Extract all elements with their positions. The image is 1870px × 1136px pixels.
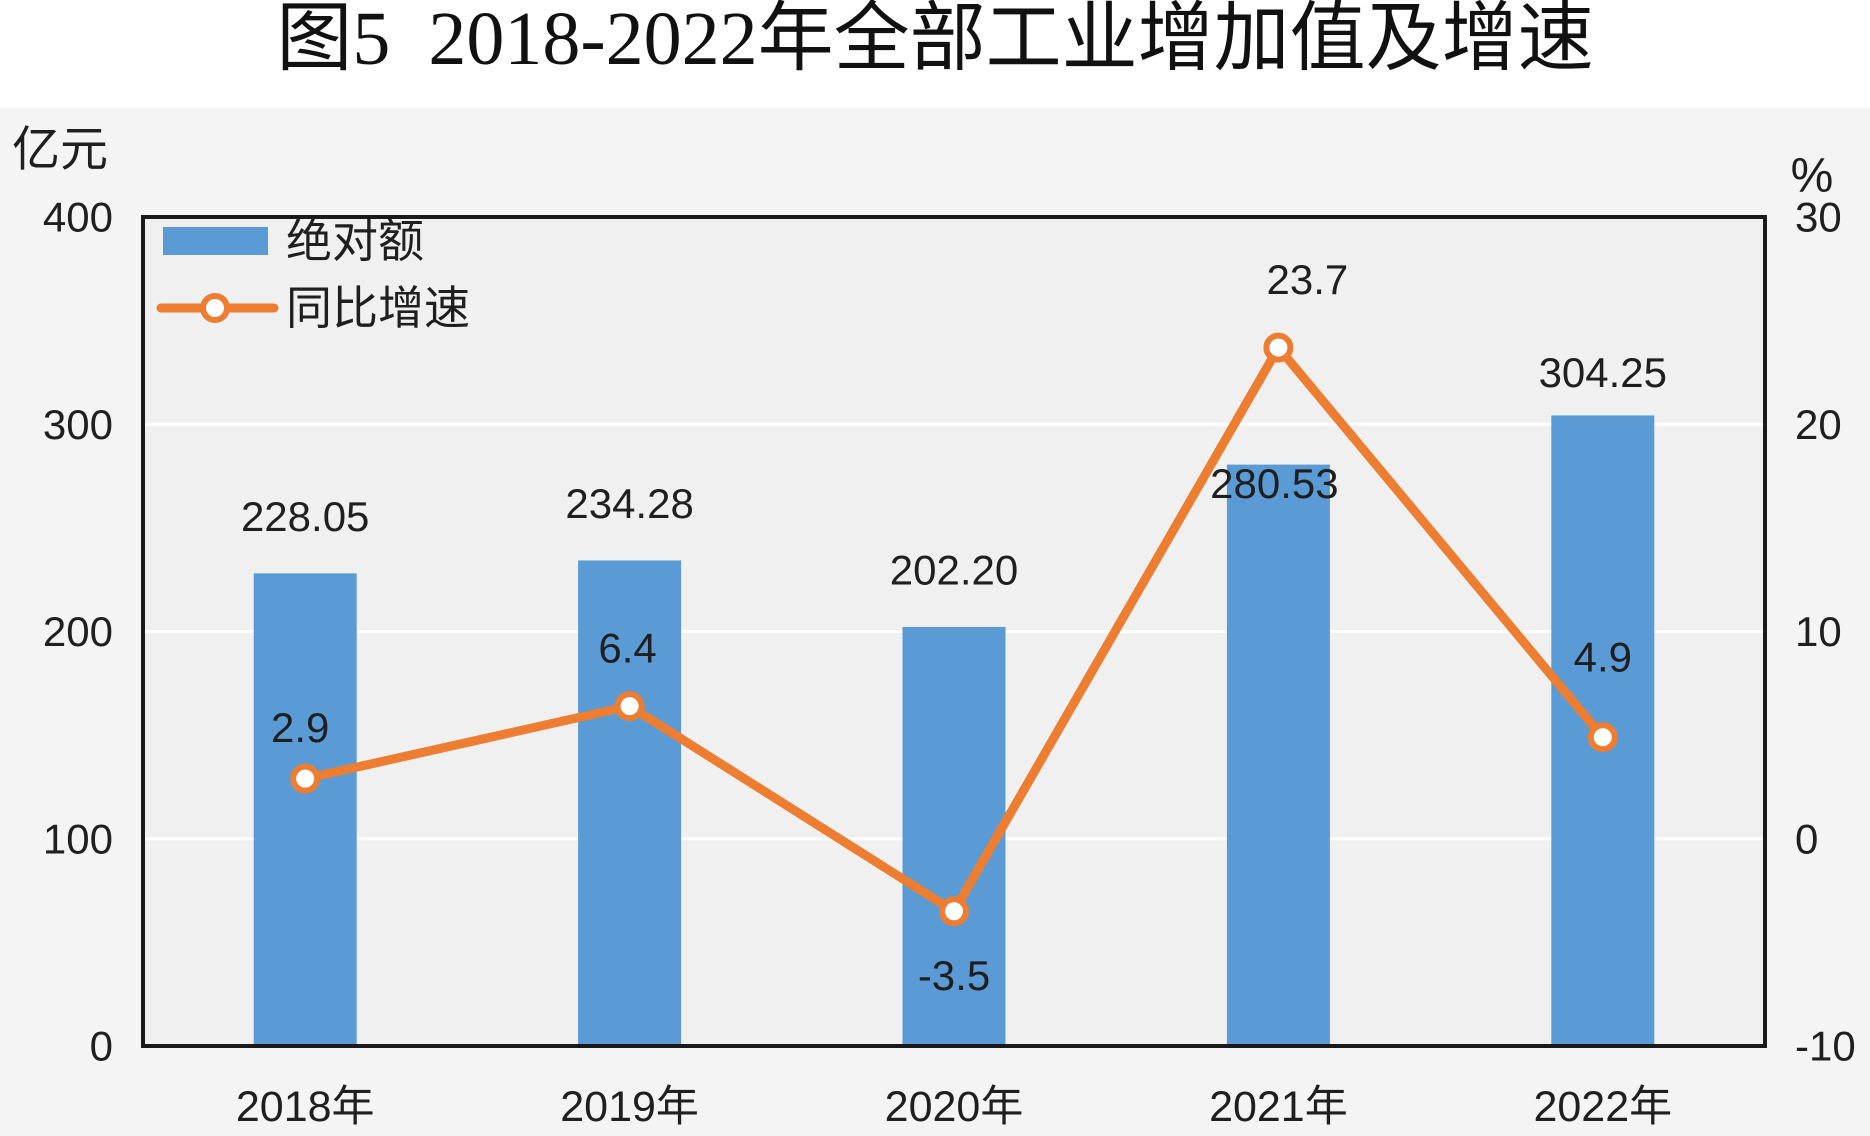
bar — [902, 626, 1006, 1046]
bar-series — [253, 415, 1655, 1046]
x-category-label: 2022年 — [1533, 1083, 1672, 1131]
bar — [578, 560, 682, 1046]
y-right-tick-label: 30 — [1795, 194, 1842, 241]
bar-value-label: 280.53 — [1210, 460, 1338, 507]
bar-value-label: 202.20 — [890, 546, 1018, 593]
legend-bar-swatch — [163, 227, 268, 255]
growth-rate-marker — [1263, 332, 1294, 363]
data-labels: 228.05 234.28 202.20 280.53 304.25 2.9 6.4 -3.5… — [241, 256, 1667, 999]
chart-title: 图5 2018-2022年全部工业增加值及增速 — [276, 0, 1594, 81]
x-category-label: 2021年 — [1209, 1083, 1348, 1131]
legend-bar-label: 绝对额 — [286, 215, 424, 267]
legend-line-label: 同比增速 — [286, 282, 470, 334]
bar-value-label: 234.28 — [565, 480, 693, 527]
growth-rate-value-label: 23.7 — [1267, 256, 1349, 303]
growth-rate-value-label: 2.9 — [271, 704, 329, 751]
line-series — [290, 332, 1618, 927]
y-left-tick-label: 300 — [43, 401, 113, 448]
plot-border — [141, 215, 1767, 1048]
y-left-unit: 亿元 — [12, 124, 108, 177]
legend-line-marker — [200, 293, 230, 323]
y-left-tick-label: 400 — [43, 194, 113, 241]
legend: 绝对额 同比增速 — [156, 215, 470, 334]
y-left-tick-label: 0 — [90, 1023, 113, 1070]
growth-rate-marker — [290, 763, 321, 794]
x-category-label: 2020年 — [885, 1083, 1024, 1131]
growth-rate-marker — [939, 896, 969, 927]
bar — [1226, 464, 1330, 1046]
y-left-tick-label: 100 — [43, 815, 113, 862]
bar-value-label: 228.05 — [241, 493, 369, 540]
x-category-label: 2018年 — [236, 1083, 375, 1131]
growth-rate-value-label: -3.5 — [918, 952, 990, 999]
y-right-unit: % — [1791, 150, 1834, 203]
growth-rate-marker — [614, 691, 645, 722]
growth-rate-value-label: 6.4 — [598, 625, 656, 672]
bar-value-label: 304.25 — [1539, 349, 1667, 396]
y-right-tick-label: 20 — [1795, 401, 1842, 448]
y-right-tick-label: 10 — [1795, 608, 1842, 655]
growth-rate-value-label: 4.9 — [1574, 634, 1632, 681]
y-right-tick-label: -10 — [1795, 1023, 1856, 1070]
axis-labels: 0 100 200 300 400 -10 0 10 20 30 2018年 2019年 2020年 20… — [43, 194, 1856, 1132]
y-left-tick-label: 200 — [43, 608, 113, 655]
x-category-label: 2019年 — [560, 1083, 699, 1131]
y-right-tick-label: 0 — [1795, 815, 1818, 862]
growth-rate-marker — [1587, 722, 1618, 753]
bar — [253, 573, 357, 1046]
